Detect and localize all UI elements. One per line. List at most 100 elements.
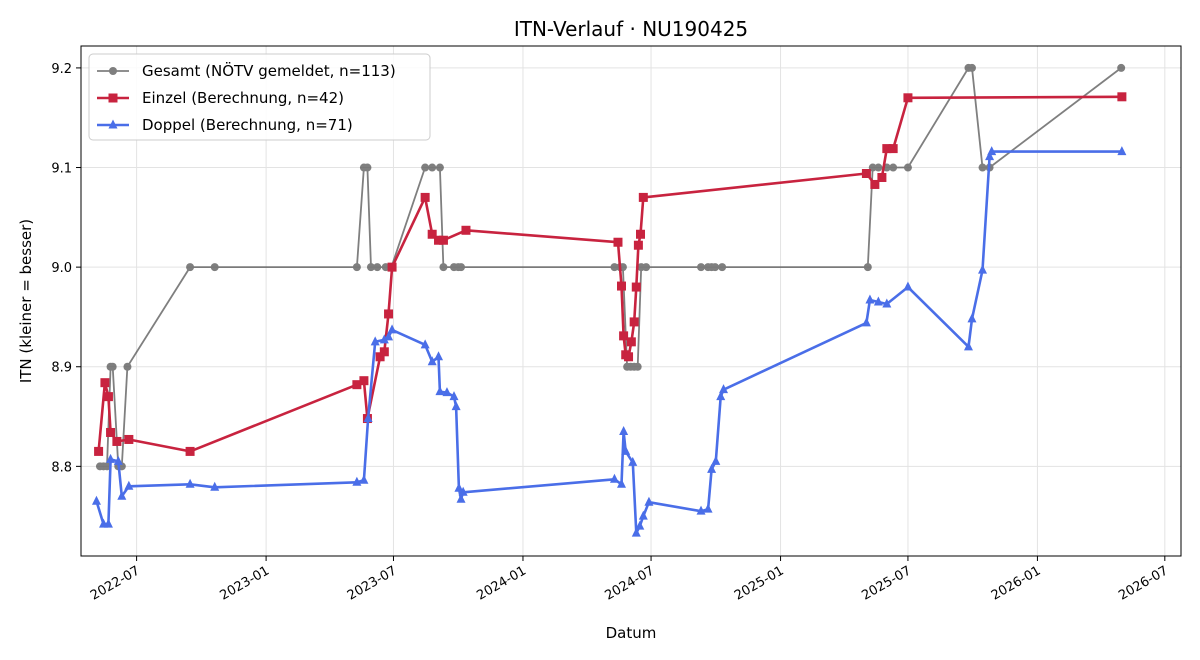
data-point-einzel (638, 192, 648, 202)
data-point-einzel (352, 380, 362, 390)
data-point-doppel (1117, 146, 1127, 156)
data-point-einzel (427, 229, 437, 239)
series-doppel (91, 146, 1127, 537)
data-point-doppel (117, 490, 127, 500)
data-point-einzel (626, 337, 636, 347)
data-point-einzel (624, 352, 634, 362)
legend-entry-einzel (97, 93, 129, 103)
data-point-doppel (987, 146, 997, 156)
data-point-einzel (877, 172, 887, 182)
data-point-doppel (619, 425, 629, 435)
data-point-doppel (711, 455, 721, 465)
data-point-doppel (124, 480, 134, 490)
data-point-doppel (435, 386, 445, 396)
data-point-doppel (103, 518, 113, 528)
data-point-gesamt (978, 163, 987, 172)
data-point-einzel (903, 93, 913, 103)
data-point-gesamt (439, 263, 448, 272)
data-point-gesamt (108, 362, 117, 371)
data-point-doppel (696, 505, 706, 515)
legend-entry-gesamt (97, 67, 129, 75)
data-point-doppel (873, 296, 883, 306)
data-point-doppel (707, 463, 717, 473)
chart-title: ITN-Verlauf · NU190425 (514, 17, 748, 41)
data-point-doppel (903, 281, 913, 291)
data-point-einzel (619, 331, 629, 341)
data-point-gesamt (363, 163, 372, 172)
data-point-gesamt (428, 163, 437, 172)
data-point-einzel (420, 192, 430, 202)
data-point-einzel (1117, 92, 1127, 102)
data-point-einzel (375, 352, 385, 362)
data-point-einzel (185, 446, 195, 456)
data-point-doppel (985, 151, 995, 161)
data-point-einzel (112, 436, 122, 446)
y-tick-label: 9.0 (51, 261, 72, 276)
data-point-gesamt (1117, 63, 1126, 72)
data-point-doppel (458, 486, 468, 496)
legend: Gesamt (NÖTV gemeldet, n=113) Einzel (Ber… (88, 53, 431, 141)
legend-box (88, 53, 431, 141)
data-point-einzel (387, 262, 397, 272)
y-tick-label: 9.2 (51, 62, 72, 77)
data-point-gesamt (967, 63, 976, 72)
y-axis-label: ITN (kleiner = besser) (17, 219, 35, 383)
data-point-doppel (865, 294, 875, 304)
data-point-doppel (359, 474, 369, 484)
data-point-gesamt (421, 163, 430, 172)
data-point-doppel (635, 520, 645, 530)
data-point-einzel (861, 169, 871, 178)
data-point-einzel (124, 434, 134, 444)
data-point-doppel (434, 351, 444, 361)
data-point-einzel (379, 347, 389, 357)
data-point-doppel (967, 313, 977, 323)
data-point-doppel (628, 456, 638, 466)
legend-entry-doppel (97, 119, 129, 129)
data-point-gesamt (718, 263, 727, 272)
data-point-doppel (638, 510, 648, 520)
data-point-einzel (633, 240, 643, 250)
data-point-doppel (370, 336, 380, 346)
legend-marker-einzel (108, 93, 118, 103)
data-point-gesamt (366, 263, 375, 272)
data-point-einzel (616, 281, 626, 291)
data-point-doppel (644, 496, 654, 506)
data-point-doppel (113, 455, 123, 465)
data-point-doppel (210, 481, 220, 491)
data-point-gesamt (352, 263, 361, 272)
data-point-einzel (100, 378, 110, 388)
data-point-doppel (703, 503, 713, 513)
legend-label-einzel: Einzel (Berechnung, n=42) (142, 89, 344, 107)
data-point-gesamt (903, 163, 912, 172)
data-point-gesamt (697, 263, 706, 272)
data-point-gesamt (642, 263, 651, 272)
data-point-doppel (861, 317, 871, 327)
y-tick-label: 8.9 (51, 361, 72, 376)
data-point-einzel (629, 317, 639, 327)
data-point-doppel (454, 482, 464, 492)
data-point-einzel (359, 376, 369, 386)
data-point-gesamt (711, 263, 720, 272)
data-point-doppel (449, 391, 459, 401)
data-point-doppel (384, 331, 394, 341)
series-line-doppel (95, 150, 1122, 535)
x-axis-label: Datum (606, 624, 657, 642)
data-point-gesamt (457, 263, 466, 272)
legend-label-gesamt: Gesamt (NÖTV gemeldet, n=113) (142, 61, 396, 80)
data-point-einzel (870, 179, 880, 189)
data-point-doppel (91, 495, 101, 505)
series-einzel (94, 92, 1127, 456)
data-point-doppel (363, 413, 373, 423)
legend-marker-doppel (108, 119, 118, 129)
data-point-doppel (106, 453, 116, 463)
data-point-gesamt (863, 263, 872, 272)
data-point-doppel (631, 527, 641, 537)
data-point-doppel (442, 387, 452, 397)
legend-marker-gesamt (109, 67, 117, 75)
data-point-doppel (978, 264, 988, 274)
data-point-gesamt (435, 163, 444, 172)
data-point-einzel (882, 144, 892, 154)
data-point-einzel (636, 229, 646, 239)
data-point-doppel (387, 324, 397, 334)
